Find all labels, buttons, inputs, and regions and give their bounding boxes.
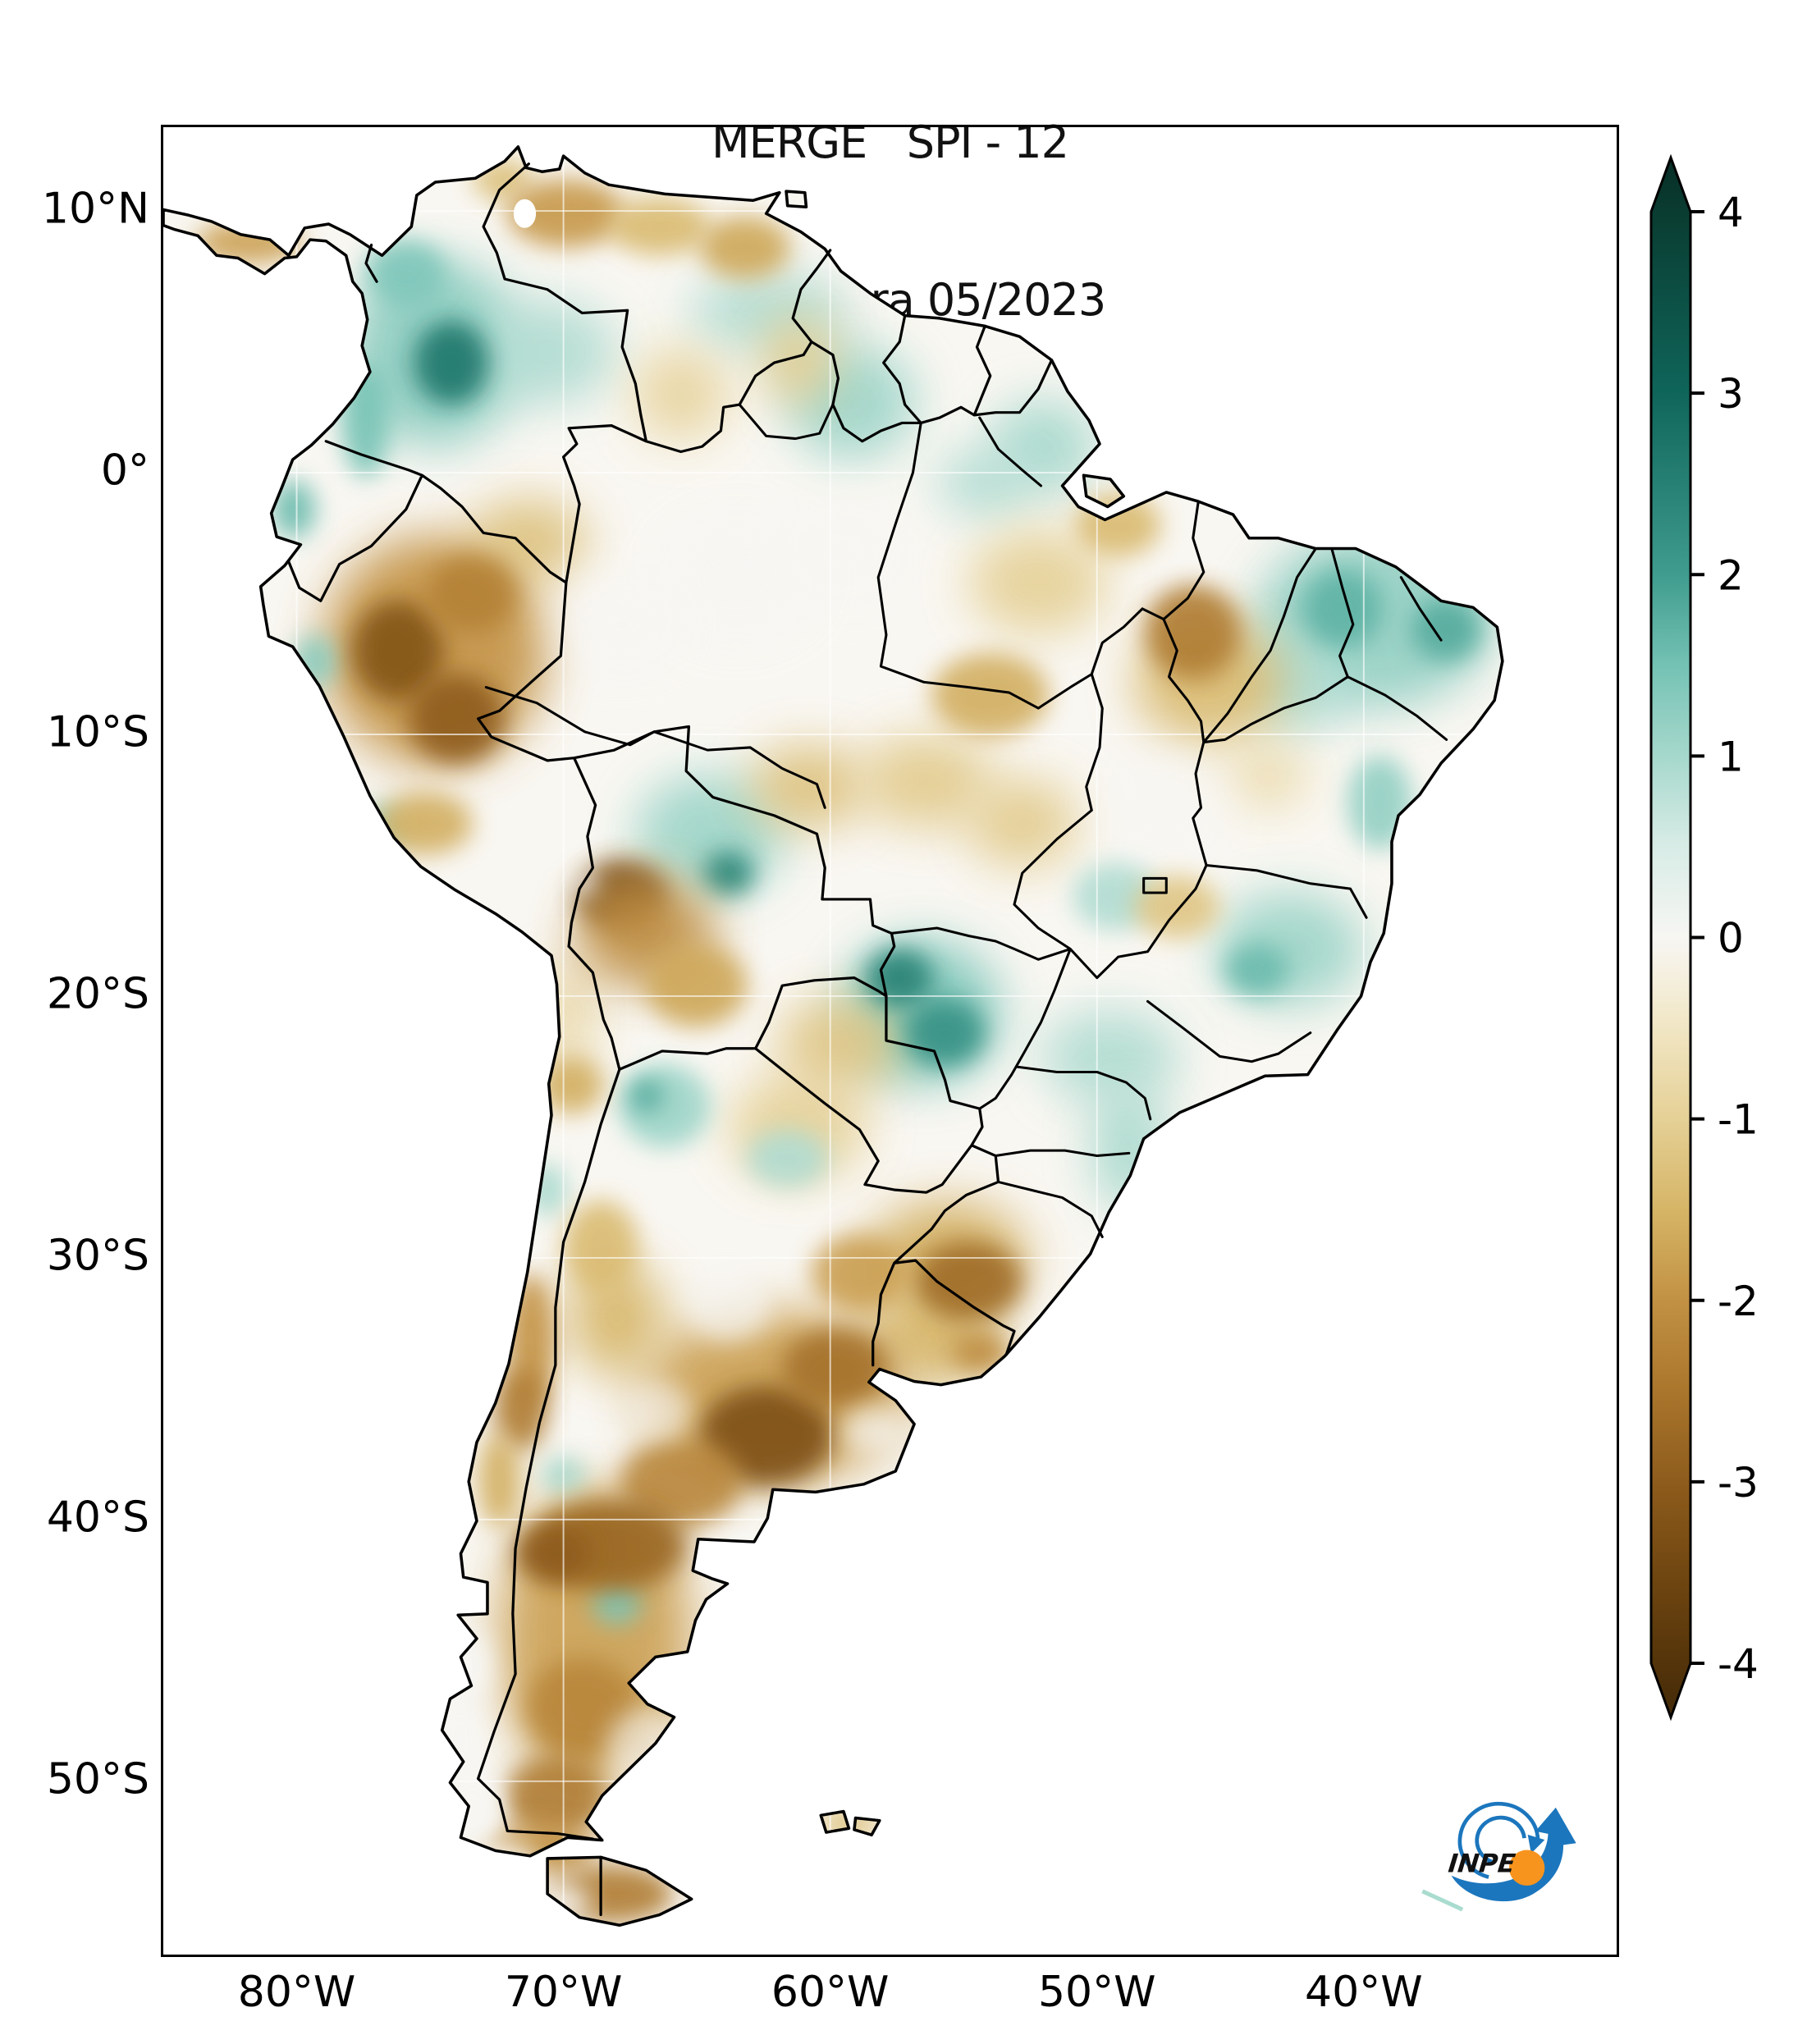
spi-region-rs-core (915, 1241, 1023, 1321)
spi-region-chaco-teal (747, 1129, 828, 1187)
spi-region-san-juan-tan (563, 1200, 638, 1295)
spi-anomaly-field (195, 158, 1492, 1923)
logo-swoosh-arrow (1451, 1807, 1576, 1902)
lon-tick-label: 50°W (1037, 1968, 1156, 2017)
spi-region-mt-brown (931, 653, 1050, 738)
spi-region-beni-core (703, 850, 755, 896)
lon-tick-label: 60°W (771, 1968, 890, 2017)
south-georgia-island (1421, 1889, 1464, 1912)
spi-region-caracas-tan (608, 198, 711, 256)
colorbar-tick-label: 3 (1718, 370, 1744, 418)
spi-region-llanos-light (478, 300, 617, 405)
logo-orbit-outer (1457, 1801, 1540, 1879)
spi-region-paraguay-tan (779, 995, 903, 1091)
spi-region-la-pampa-brown (619, 1438, 743, 1528)
spi-region-chuquisaca-tan (646, 944, 748, 1028)
logo-orange-dot (1508, 1850, 1545, 1886)
spi-region-antofagasta-brown (539, 1056, 604, 1114)
spi-region-amazon-white-1 (657, 514, 817, 641)
colorbar-gradient-bar (1649, 153, 1692, 1722)
spi-region-chubut-teal (592, 1582, 641, 1625)
spi-region-chile-maule (494, 1367, 548, 1452)
colorbar-tick-label: -4 (1718, 1640, 1759, 1688)
logo-text: INPE (1447, 1850, 1517, 1879)
colorbar: 4 3 2 1 0 -1 -2 -3 -4 (1649, 153, 1759, 1722)
spi-region-bahia-tan (1228, 744, 1308, 808)
spi-region-venezuela-south-tan (633, 346, 730, 441)
spi-region-roraima-tan (761, 315, 836, 405)
spi-region-ucayali-core (409, 674, 506, 764)
spi-region-maranon-core (427, 553, 519, 633)
spi-region-entre-rios (811, 1234, 908, 1313)
spi-region-pampa-white-1 (840, 1406, 905, 1455)
spi-region-ceara-core (1302, 569, 1383, 648)
lat-tick-label: 40°S (46, 1493, 149, 1543)
lat-tick-label: 0° (100, 446, 149, 496)
spi-region-mg-tan (1134, 876, 1220, 939)
spi-region-loreto-core (352, 601, 444, 701)
lon-tick-label: 70°W (504, 1968, 623, 2017)
colorbar-tick-label: -3 (1718, 1459, 1759, 1507)
spi-region-belem-tan (1075, 493, 1161, 557)
spi-region-falcon-brown (507, 179, 625, 248)
spi-region-amazon-white-2 (563, 577, 681, 672)
brazil-state-borders (484, 403, 1448, 1238)
colorbar-tick-label: 4 (1718, 189, 1744, 236)
lat-tick-label: 10°N (41, 184, 149, 234)
lake-maracaibo (513, 199, 537, 228)
south-america-map (163, 145, 1504, 1927)
spi-region-norte-para (936, 449, 1033, 518)
spi-region-bahia-coast (1347, 755, 1412, 850)
spi-region-sanluis-white (622, 1380, 692, 1439)
colorbar-ticks: 4 3 2 1 0 -1 -2 -3 -4 (1690, 189, 1759, 1688)
inpe-logo: INPE (1447, 1801, 1576, 1902)
spi-region-rn-core (1411, 598, 1481, 661)
logo-orbit-arrowhead (1527, 1834, 1545, 1854)
colorbar-tick-label: 0 (1718, 915, 1744, 963)
spi-region-amazon-white-3 (779, 504, 908, 599)
spi-region-puna-core (629, 1080, 662, 1112)
spi-region-coast-sc (1091, 1085, 1167, 1211)
spi-region-minas-core (1224, 944, 1289, 996)
spi-region-paraguay-river-core (866, 949, 933, 1007)
spi-region-colombia-north (366, 240, 446, 309)
logo-orbit-inner (1475, 1815, 1526, 1864)
spi-region-orinoco-brown (699, 216, 790, 279)
spi-region-ecuador-coast (272, 480, 316, 538)
coastline (163, 145, 1504, 1927)
colorbar-tick-label: -2 (1718, 1278, 1759, 1325)
spi-region-puna-teal (619, 1063, 711, 1148)
spi-region-peru-andes-south (377, 792, 474, 855)
spi-region-cordoba-white (686, 1268, 772, 1342)
spi-region-tocantins-core (1145, 585, 1242, 680)
colorbar-tick-label: -1 (1718, 1096, 1759, 1144)
spi-region-mt-tan-east (966, 779, 1079, 868)
spi-region-sp-interior (1041, 1008, 1180, 1104)
lat-tick-label: 30°S (46, 1231, 149, 1281)
lat-tick-label: 10°S (46, 707, 149, 757)
spi-region-titicaca-white (572, 873, 597, 894)
lat-tick-label: 20°S (46, 969, 149, 1019)
spi-region-ms-core (904, 999, 986, 1068)
lon-tick-label: 80°W (237, 1968, 356, 2017)
lon-tick-label: 40°W (1305, 1968, 1423, 2017)
spi-region-atacama-teal (528, 1164, 566, 1216)
lat-tick-label: 50°S (46, 1754, 149, 1804)
spi-region-uruguay-east (949, 1331, 1009, 1374)
spi-region-colombia-core (414, 321, 489, 405)
spi-region-neuquen-core (515, 1525, 591, 1583)
colorbar-tick-label: 2 (1718, 551, 1744, 599)
spi-region-chile-south (478, 1433, 521, 1528)
spi-region-goias-white (1105, 755, 1223, 871)
spi-region-buenos-aires-core (782, 1328, 890, 1407)
spi-region-para-tan (968, 530, 1108, 635)
spi-region-rondonia-tan (750, 744, 868, 829)
colorbar-tick-label: 1 (1718, 733, 1744, 780)
spi-region-magallanes-white (462, 1841, 538, 1889)
spi-region-mt-tan-west (859, 734, 993, 829)
spi-region-schile-white-1 (443, 1629, 492, 1703)
spi-region-santa-cruz-south (505, 1754, 606, 1840)
